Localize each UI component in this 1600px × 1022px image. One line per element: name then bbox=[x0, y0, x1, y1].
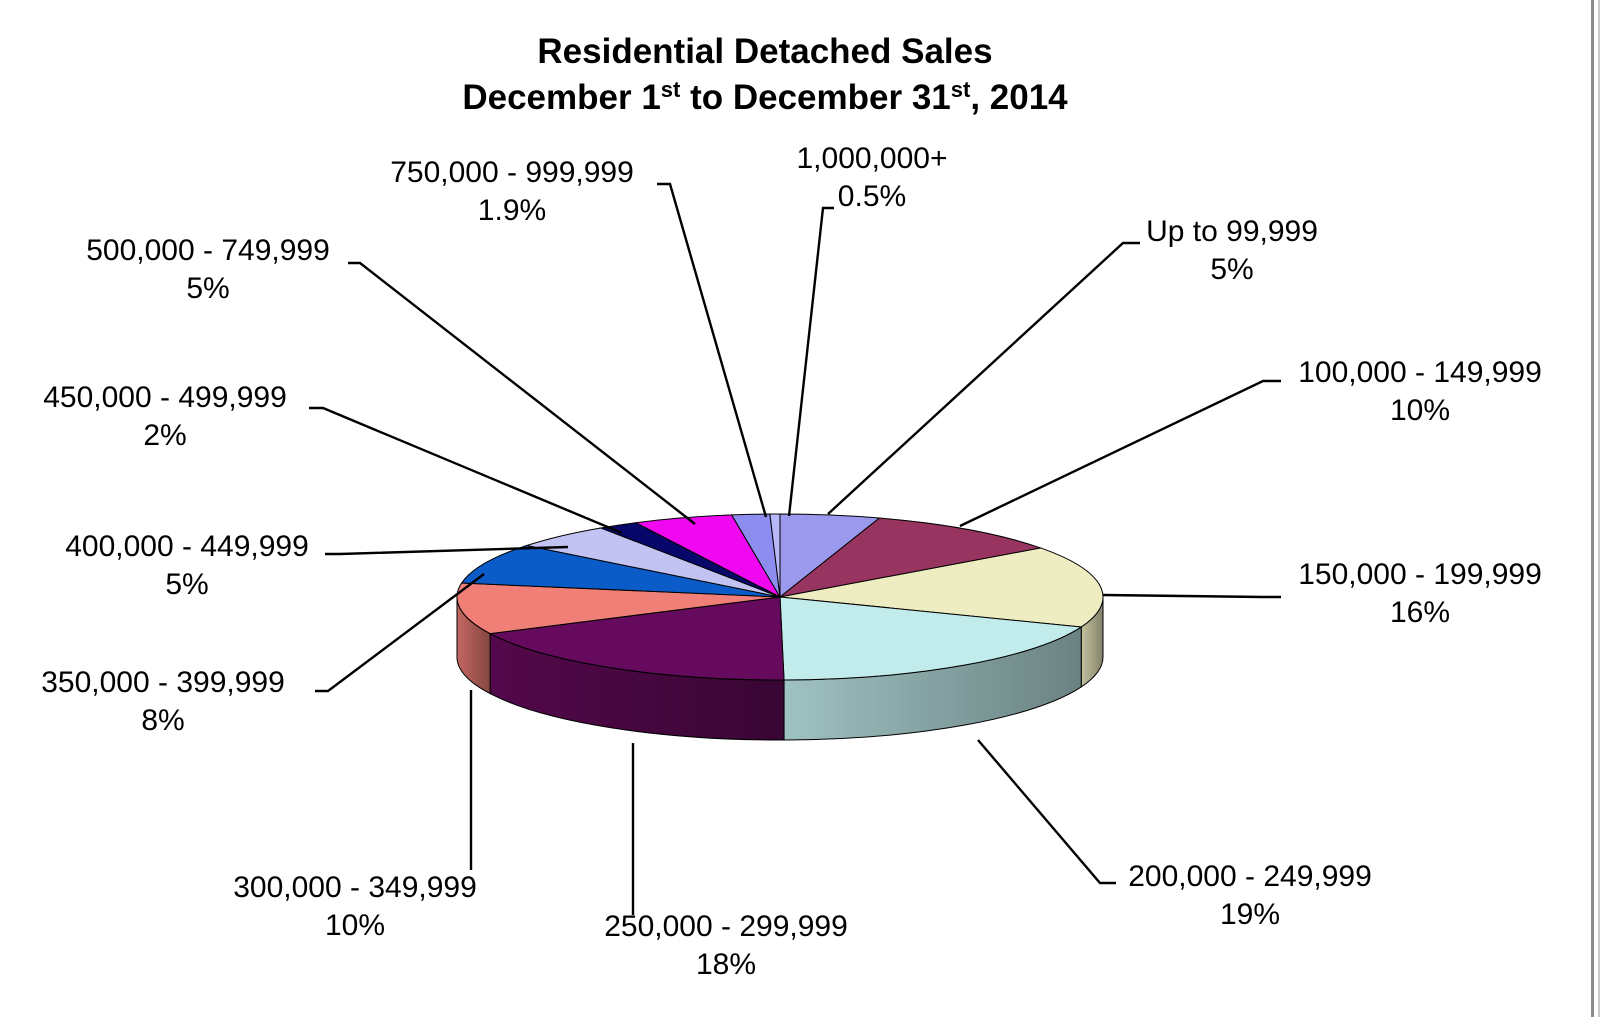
leader-line-7 bbox=[325, 545, 569, 556]
slice-value-2: 16% bbox=[1390, 596, 1450, 629]
title-part-2: st bbox=[661, 77, 681, 102]
title-part-5: , 2014 bbox=[970, 78, 1068, 117]
leader-line-9 bbox=[348, 261, 696, 525]
slice-label-5: 300,000 - 349,999 bbox=[233, 871, 477, 904]
slice-value-1: 10% bbox=[1390, 394, 1450, 427]
leader-line-8 bbox=[309, 406, 623, 535]
leader-line-11 bbox=[787, 206, 834, 517]
slice-value-7: 5% bbox=[165, 568, 208, 601]
pie-labels: Up to 99,999 5% 100,000 - 149,999 10% 150,00… bbox=[41, 142, 1542, 981]
slice-label-11: 1,000,000+ bbox=[797, 142, 948, 175]
chart-title-line-2: December 1st to December 31st, 2014 bbox=[462, 77, 1068, 118]
frame-edge-light bbox=[1598, 0, 1600, 1017]
slice-label-2: 150,000 - 199,999 bbox=[1298, 558, 1542, 591]
slice-value-4: 18% bbox=[696, 948, 756, 981]
leader-line-0 bbox=[827, 241, 1140, 515]
slice-label-10: 750,000 - 999,999 bbox=[390, 156, 634, 189]
slice-label-3: 200,000 - 249,999 bbox=[1128, 860, 1372, 893]
slice-value-10: 1.9% bbox=[478, 194, 546, 227]
pie-slice-5 bbox=[456, 582, 781, 635]
pie-body bbox=[456, 513, 1104, 741]
leader-line-6 bbox=[315, 573, 485, 693]
slice-label-1: 100,000 - 149,999 bbox=[1298, 356, 1542, 389]
pie-slice-11 bbox=[769, 513, 781, 598]
slice-label-8: 450,000 - 499,999 bbox=[43, 381, 287, 414]
pie-slice-2 bbox=[779, 547, 1104, 628]
slice-label-0: Up to 99,999 bbox=[1146, 215, 1318, 248]
leader-line-3 bbox=[977, 739, 1116, 885]
slice-label-6: 350,000 - 399,999 bbox=[41, 666, 285, 699]
slice-value-5: 10% bbox=[325, 909, 385, 942]
leader-line-2 bbox=[1102, 593, 1281, 599]
chart-title-line-1: Residential Detached Sales bbox=[537, 32, 992, 71]
slice-label-4: 250,000 - 299,999 bbox=[604, 910, 848, 943]
slice-label-9: 500,000 - 749,999 bbox=[86, 234, 330, 267]
slice-value-8: 2% bbox=[143, 419, 186, 452]
leader-line-10 bbox=[657, 182, 768, 518]
frame-edge bbox=[1591, 0, 1594, 1017]
title-part-1: December 1 bbox=[462, 78, 660, 117]
pie-slice-6 bbox=[460, 544, 781, 598]
title-part-3: to December 31 bbox=[680, 78, 950, 117]
slice-value-11: 0.5% bbox=[838, 180, 906, 213]
slice-value-3: 19% bbox=[1220, 898, 1280, 931]
pie-slice-3 bbox=[779, 596, 1083, 681]
title-part-4: st bbox=[951, 77, 971, 102]
slice-value-6: 8% bbox=[141, 704, 184, 737]
slice-value-9: 5% bbox=[186, 272, 229, 305]
slice-label-7: 400,000 - 449,999 bbox=[65, 530, 309, 563]
leader-line-1 bbox=[959, 379, 1281, 528]
pie-slice-1 bbox=[779, 517, 1043, 598]
pie-slice-4 bbox=[488, 596, 785, 681]
slice-value-0: 5% bbox=[1210, 253, 1253, 286]
